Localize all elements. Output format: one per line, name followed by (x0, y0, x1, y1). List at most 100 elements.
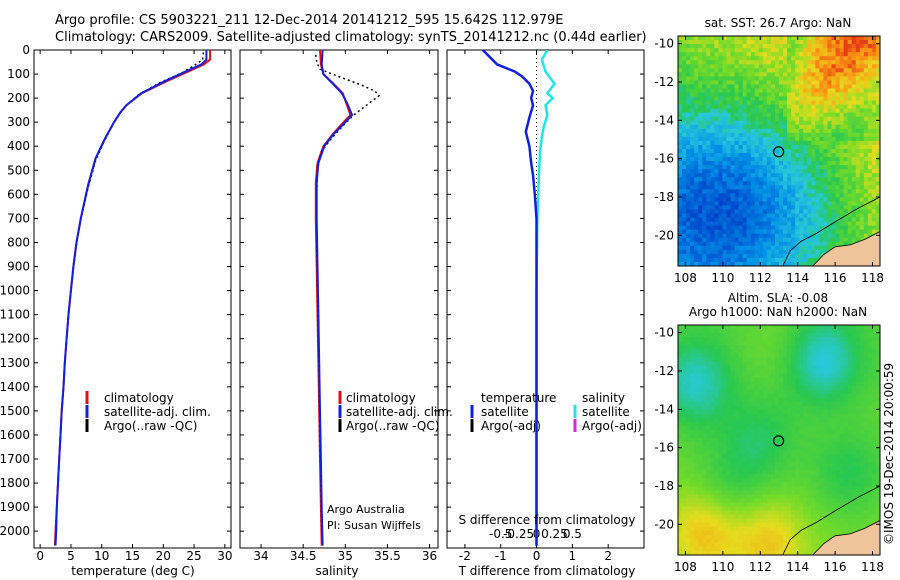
map-cell (682, 329, 687, 334)
map-cell (762, 446, 768, 451)
map-cell (714, 325, 719, 330)
map-cell (867, 413, 873, 419)
map-cell (819, 189, 824, 194)
map-cell (694, 128, 699, 134)
map-cell (730, 124, 735, 130)
map-cell (718, 108, 723, 114)
map-cell (815, 177, 820, 182)
map-cell (714, 373, 719, 378)
map-cell (783, 44, 788, 49)
map-cell (855, 442, 861, 447)
map-cell (787, 389, 792, 394)
map-cell (871, 52, 877, 57)
y-tick-label: 1100 (0, 308, 30, 322)
map-cell (742, 96, 748, 101)
map-cell (750, 80, 756, 85)
map-cell (774, 442, 780, 447)
map-cell (690, 88, 695, 93)
map-cell (678, 213, 683, 218)
map-cell (714, 60, 719, 65)
map-cell (819, 397, 824, 403)
map-cell (823, 132, 828, 138)
map-cell (690, 181, 695, 186)
map-cell (855, 132, 861, 138)
map-cell (738, 80, 744, 85)
map-cell (762, 349, 768, 354)
map-cell (774, 213, 780, 218)
map-cell (875, 458, 880, 463)
map-cell (843, 433, 849, 439)
map-cell (835, 157, 840, 162)
map-cell (851, 213, 857, 218)
map-cell (726, 421, 731, 427)
map-cell (758, 470, 764, 475)
map-cell (827, 241, 832, 247)
map-cell (726, 442, 731, 447)
s-diff-tick-label: 0.5 (563, 527, 582, 541)
map-cell (843, 44, 849, 49)
map-cell (807, 144, 812, 150)
map-cell (734, 450, 739, 455)
map-cell (871, 104, 877, 110)
map-cell (839, 466, 845, 471)
map-cell (686, 373, 691, 378)
map-cell (702, 68, 707, 73)
map-cell (827, 213, 832, 218)
map-cell (742, 165, 748, 170)
map-cell (726, 361, 731, 366)
map-cell (698, 48, 703, 53)
map-cell (851, 373, 857, 378)
map-cell (698, 68, 703, 73)
map-cell (871, 450, 877, 455)
map-cell (678, 96, 683, 101)
map-cell (766, 177, 772, 182)
map-cell (710, 72, 715, 77)
map-cell (734, 44, 739, 49)
map-cell (799, 48, 804, 53)
map-cell (702, 52, 707, 57)
map-cell (702, 197, 707, 202)
map-cell (843, 381, 849, 386)
map-cell (702, 193, 707, 198)
map-cell (799, 433, 804, 439)
map-cell (746, 140, 752, 146)
map-cell (851, 108, 857, 114)
map-cell (819, 157, 824, 162)
x-tick-label: 10 (94, 549, 109, 563)
map-cell (839, 225, 845, 231)
temperature-lines (53, 50, 212, 546)
map-cell (734, 225, 739, 231)
map-cell (710, 257, 715, 263)
map-cell (710, 189, 715, 194)
map-cell (827, 345, 832, 350)
map-cell (758, 261, 764, 266)
map-cell (722, 329, 727, 334)
map-cell (839, 393, 845, 399)
map-cell (823, 52, 828, 57)
map-cell (867, 128, 873, 134)
map-cell (791, 213, 796, 218)
y-tick-label: 1600 (0, 428, 30, 442)
map-cell (867, 52, 873, 57)
map-cell (730, 450, 735, 455)
map-cell (799, 181, 804, 186)
map-cell (847, 68, 853, 73)
map-cell (859, 466, 865, 471)
map-cell (766, 393, 772, 399)
map-cell (722, 405, 727, 411)
map-cell (807, 153, 812, 158)
map-cell (746, 466, 752, 471)
argo-australia-label: Argo Australia (327, 503, 405, 516)
map-cell (819, 437, 824, 443)
map-cell (690, 369, 695, 374)
map-cell (774, 185, 780, 190)
map-cell (718, 136, 723, 142)
map-cell (843, 369, 849, 374)
map-cell (730, 84, 735, 89)
map-cell (762, 433, 768, 439)
map-cell (843, 209, 849, 214)
map-cell (678, 333, 683, 338)
map-cell (726, 140, 731, 146)
map-cell (795, 405, 800, 411)
